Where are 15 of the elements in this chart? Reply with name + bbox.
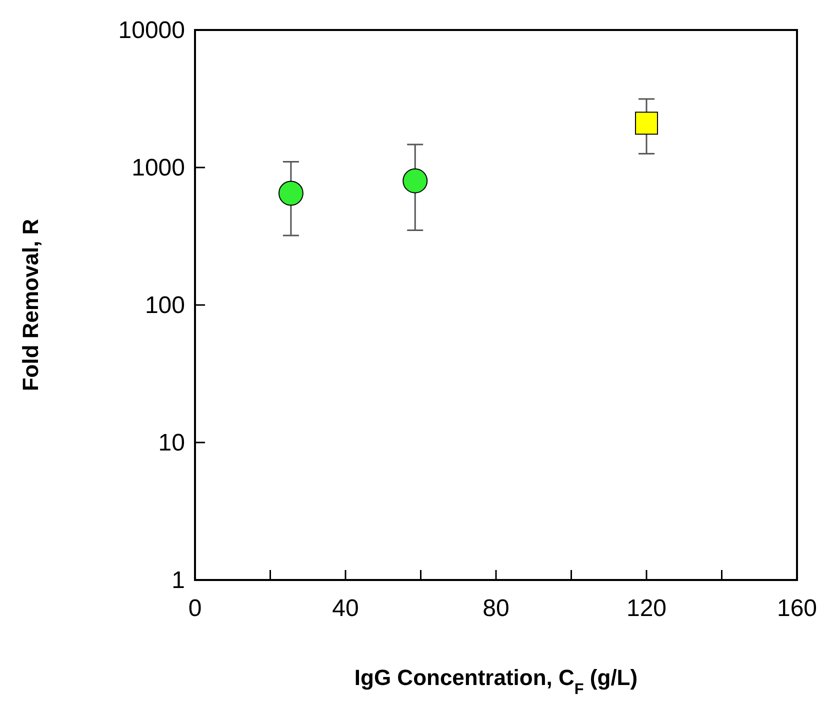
x-tick-label: 40 bbox=[332, 595, 359, 622]
point bbox=[278, 180, 304, 206]
x-tick-label: 160 bbox=[776, 595, 818, 622]
x-axis-title: IgG Concentration, C$_{F}$ (g/L) bbox=[354, 665, 638, 698]
point bbox=[635, 112, 658, 135]
x-tick-label: 120 bbox=[626, 595, 667, 622]
x-tick-label: 80 bbox=[482, 595, 510, 622]
x-tick-label: 0 bbox=[188, 595, 202, 622]
y-tick-label: 100 bbox=[144, 292, 185, 319]
y-tick-label: 10000 bbox=[118, 17, 185, 44]
y-tick-label: 10 bbox=[158, 430, 185, 456]
y-tick-label: 1 bbox=[172, 567, 185, 594]
y-tick-label: 1000 bbox=[132, 154, 185, 182]
point bbox=[402, 168, 428, 194]
y-axis-title: Fold Removal, R bbox=[18, 218, 43, 392]
